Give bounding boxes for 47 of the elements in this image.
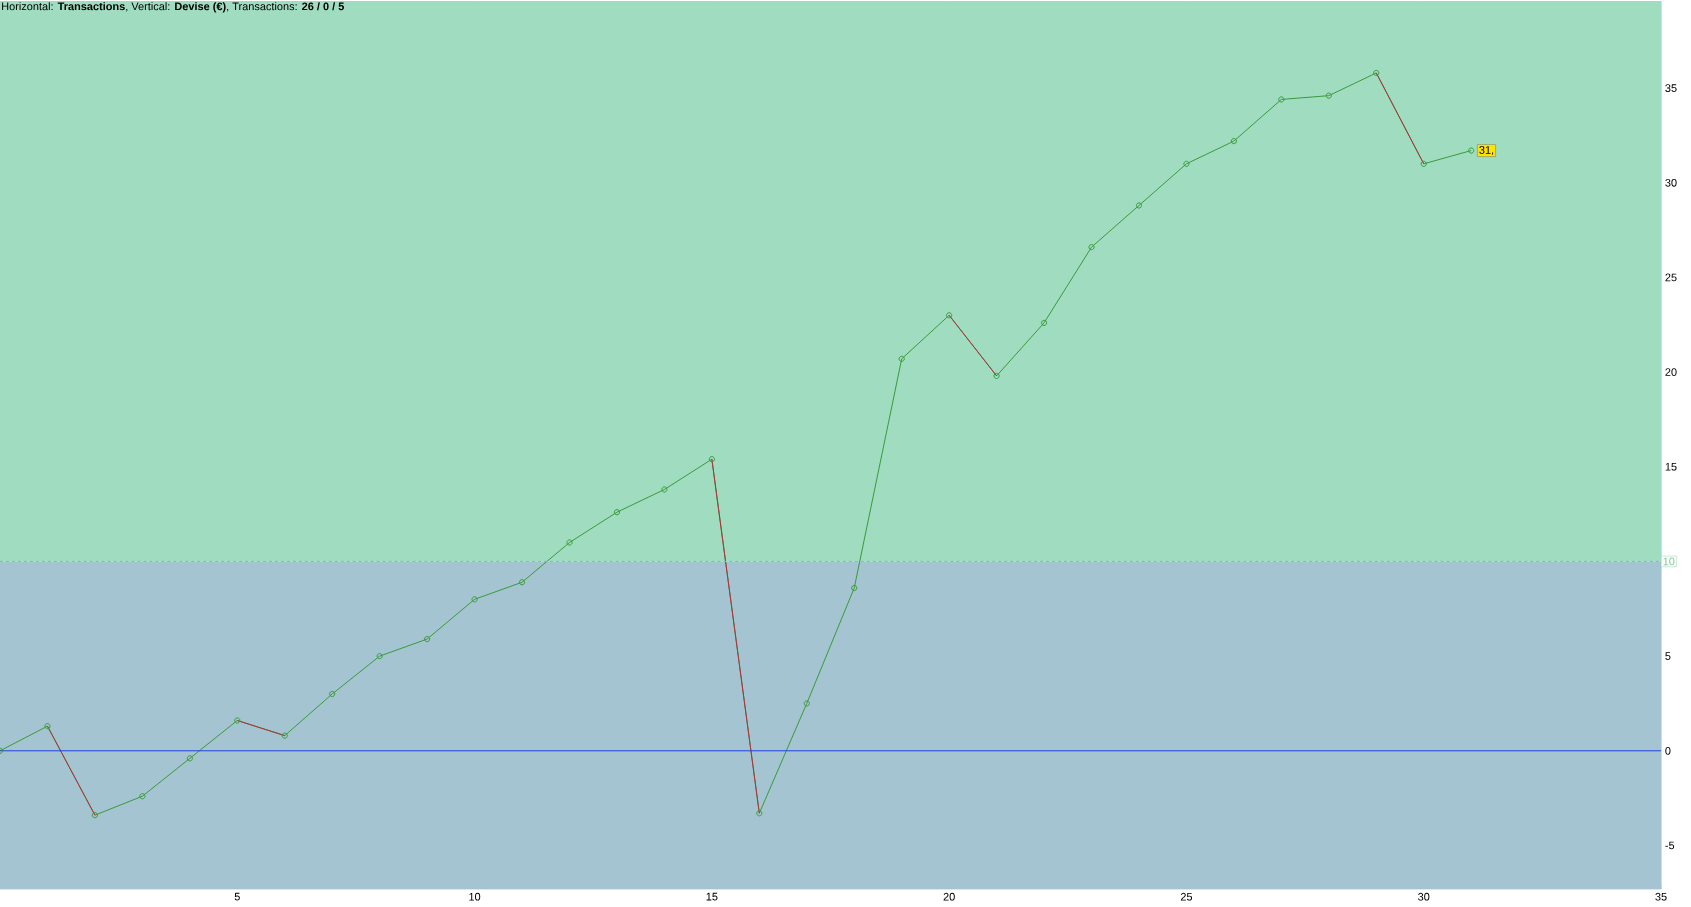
x-tick-label: 10 <box>469 892 481 901</box>
point <box>1183 160 1190 167</box>
x-tick-label: 30 <box>1418 892 1430 901</box>
x-tick-label: 20 <box>943 892 955 901</box>
y-tick-label: 15 <box>1665 462 1677 471</box>
y-tick-label: 20 <box>1665 368 1677 376</box>
point <box>1278 96 1285 103</box>
point <box>756 810 763 817</box>
point <box>1135 202 1143 209</box>
point <box>471 596 478 603</box>
point <box>803 700 810 707</box>
point <box>376 653 383 660</box>
point <box>329 690 336 698</box>
point <box>91 812 98 819</box>
point <box>139 793 146 800</box>
point <box>44 723 51 730</box>
y-tick-label: 5 <box>1665 652 1671 660</box>
point <box>424 635 431 643</box>
y-tick-label: 30 <box>1665 178 1677 187</box>
point <box>898 355 905 362</box>
point <box>946 312 953 319</box>
y-tick-label: 25 <box>1665 273 1677 282</box>
point <box>1230 138 1237 145</box>
point <box>186 755 193 762</box>
point <box>661 486 668 493</box>
point <box>1325 92 1332 99</box>
point <box>993 372 1000 379</box>
ref-line-label: 10 <box>1663 557 1675 566</box>
x-tick-label: 25 <box>1180 892 1193 901</box>
point <box>234 717 241 724</box>
point <box>708 456 715 463</box>
point <box>281 732 288 739</box>
chart-title: Horizontal: Transactions, Vertical: Devise (€), Transactions: 26 / 0 / 5 <box>2 2 344 13</box>
y-tick-label: 0 <box>1665 746 1671 755</box>
point <box>1088 244 1095 251</box>
annotation: 31, <box>1479 146 1494 156</box>
x-tick-label: 15 <box>706 892 718 901</box>
point <box>518 579 526 586</box>
point <box>851 584 858 592</box>
point <box>1040 319 1048 326</box>
point <box>613 509 621 516</box>
point <box>1373 69 1380 77</box>
point <box>1420 160 1427 167</box>
point <box>566 539 573 546</box>
y-tick-label: -5 <box>1665 841 1675 850</box>
y-tick-label: 35 <box>1665 84 1677 92</box>
x-tick-label: 5 <box>234 892 240 901</box>
